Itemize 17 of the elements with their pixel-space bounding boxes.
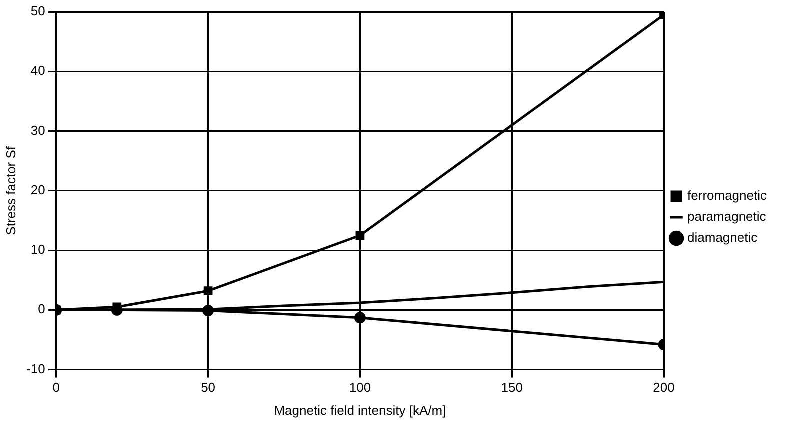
y-axis-title: Stress factor Sf [3,146,18,236]
x-axis-title: Magnetic field intensity [kA/m] [274,402,446,418]
y-tick-label: 50 [30,4,46,19]
y-tick-label: 0 [38,302,46,317]
legend-label: ferromagnetic [688,188,768,204]
legend-label: diamagnetic [688,230,758,246]
x-tick-label: 50 [201,380,216,396]
y-tick-label: -10 [26,361,46,376]
y-tick-label: 20 [30,182,46,198]
x-tick-label: 150 [501,380,523,396]
y-tick-label: 30 [30,122,46,138]
x-tick-label: 200 [653,380,675,396]
y-tick-label: 10 [30,242,46,258]
y-tick-label: 40 [30,63,46,78]
x-tick-label: 0 [52,380,60,396]
legend-label: paramagnetic [688,209,767,224]
x-tick-label: 100 [349,380,372,396]
